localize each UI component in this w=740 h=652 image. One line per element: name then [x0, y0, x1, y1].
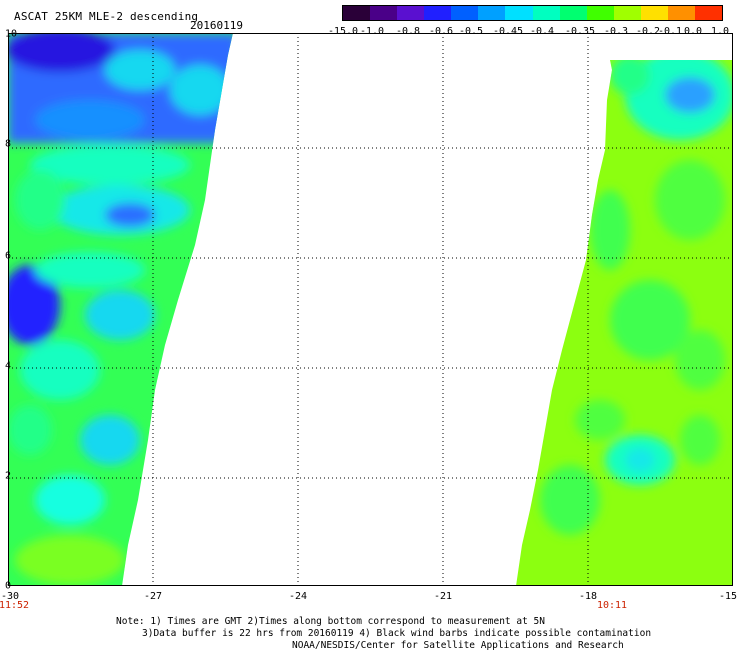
color-scale-segment [370, 6, 398, 20]
scale-label: -0.1 [657, 26, 683, 37]
scale-label: -15.0 [327, 26, 359, 37]
lat-tick: 2 [5, 470, 12, 482]
footnote-line-2: 3)Data buffer is 22 hrs from 20160119 4)… [142, 628, 652, 639]
lon-tick: -27 [143, 591, 163, 602]
lat-tick: 6 [5, 250, 12, 262]
lat-tick: 10 [5, 28, 18, 40]
graticule [8, 33, 733, 586]
map-frame [8, 33, 733, 586]
lon-tick: -21 [433, 591, 453, 602]
color-scale-segment [478, 6, 506, 20]
color-scale-segment [667, 6, 696, 20]
swath-time-right: 10:11 [596, 600, 628, 611]
color-scale-segment [559, 6, 587, 20]
scale-label: -0.3 [603, 26, 629, 37]
color-scale-segment [532, 6, 560, 20]
color-scale-segment [424, 6, 452, 20]
lat-tick: 8 [5, 138, 12, 150]
color-scale-segment [695, 6, 723, 20]
map-title: ASCAT 25KM MLE-2 descending [14, 10, 199, 23]
scale-label: -0.8 [395, 26, 421, 37]
color-scale-labels: -15.0 -1.0 -0.8 -0.6 -0.5 -0.45 -0.4 -0.… [318, 26, 738, 38]
color-scale-bar [342, 5, 723, 21]
scale-label: -0.35 [564, 26, 596, 37]
color-scale-segment [343, 6, 371, 20]
lon-tick: -18 [578, 591, 598, 602]
scale-label: -0.6 [428, 26, 454, 37]
map-date: 20160119 [190, 19, 243, 32]
lon-tick: -24 [288, 591, 308, 602]
lon-tick: -30 [0, 591, 20, 602]
color-scale-segment [613, 6, 641, 20]
color-scale-segment [505, 6, 533, 20]
scale-label: -0.2 [635, 26, 661, 37]
color-scale-segment [451, 6, 479, 20]
scale-label: -1.0 [359, 26, 385, 37]
color-scale-segment [397, 6, 425, 20]
lat-tick: 0 [5, 580, 12, 592]
scale-label: 1.0 [710, 26, 730, 37]
color-scale-segment [640, 6, 668, 20]
color-scale-segment [586, 6, 614, 20]
scale-label: -0.5 [458, 26, 484, 37]
lat-tick: 4 [5, 360, 12, 372]
lon-tick: -15 [718, 591, 738, 602]
footnote-line-3: NOAA/NESDIS/Center for Satellite Applica… [292, 640, 624, 651]
footnote-line-1: Note: 1) Times are GMT 2)Times along bot… [116, 616, 545, 627]
footnote: Note: 1) Times are GMT 2)Times along bot… [116, 616, 651, 652]
scale-label: -0.45 [492, 26, 524, 37]
scale-label: 0.0 [683, 26, 703, 37]
scale-label: -0.4 [529, 26, 555, 37]
swath-time-left: 11:52 [0, 600, 30, 611]
